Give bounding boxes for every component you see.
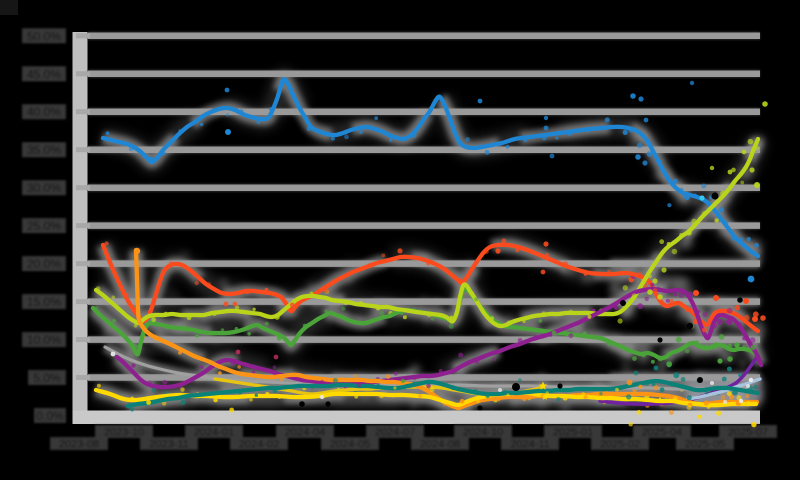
svg-text:40.0%: 40.0%	[27, 105, 61, 119]
svg-text:2024-02: 2024-02	[239, 439, 279, 451]
svg-text:2024-11: 2024-11	[510, 439, 550, 451]
svg-text:45.0%: 45.0%	[27, 67, 61, 81]
svg-text:2024-07: 2024-07	[375, 427, 415, 439]
svg-text:2024-05: 2024-05	[330, 439, 370, 451]
svg-text:2024-10: 2024-10	[463, 427, 503, 439]
svg-text:2023-10: 2023-10	[104, 427, 144, 439]
svg-text:2025-04: 2025-04	[642, 427, 682, 439]
svg-text:50.0%: 50.0%	[27, 29, 61, 43]
svg-text:2025-01: 2025-01	[553, 427, 593, 439]
svg-text:35.0%: 35.0%	[27, 143, 61, 157]
svg-text:2024-08: 2024-08	[420, 439, 460, 451]
svg-text:5.0%: 5.0%	[33, 371, 61, 385]
svg-text:2024-04: 2024-04	[285, 427, 325, 439]
svg-text:2025-05: 2025-05	[685, 439, 725, 451]
svg-text:2023-11: 2023-11	[149, 439, 189, 451]
svg-text:20.0%: 20.0%	[27, 257, 61, 271]
svg-text:10.0%: 10.0%	[27, 333, 61, 347]
svg-text:2025-07: 2025-07	[728, 427, 768, 439]
svg-text:2025-02: 2025-02	[600, 439, 640, 451]
svg-text:0.0%: 0.0%	[36, 409, 64, 423]
svg-text:25.0%: 25.0%	[27, 219, 61, 233]
svg-text:2024-01: 2024-01	[194, 427, 234, 439]
svg-text:30.0%: 30.0%	[27, 181, 61, 195]
svg-text:15.0%: 15.0%	[27, 295, 61, 309]
svg-text:2023-08: 2023-08	[59, 439, 99, 451]
